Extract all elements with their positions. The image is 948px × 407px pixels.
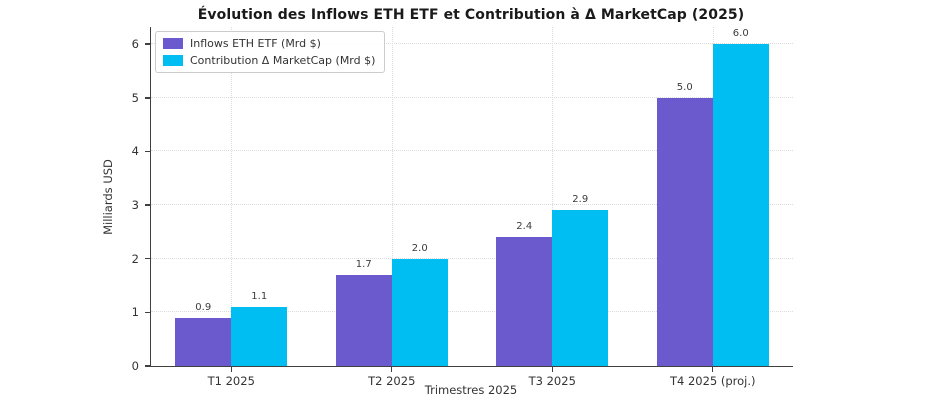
bar-inflows <box>335 274 392 366</box>
y-tick-mark <box>145 97 151 99</box>
x-tick-mark <box>391 367 393 372</box>
gridline-v <box>231 27 233 366</box>
chart-title: Évolution des Inflows ETH ETF et Contrib… <box>197 7 745 23</box>
legend-label-inflows: Inflows ETH ETF (Mrd $) <box>190 37 321 50</box>
x-tick-label: T4 2025 (proj.) <box>669 374 756 388</box>
value-label: 2.0 <box>411 242 428 254</box>
value-label: 2.9 <box>572 194 589 206</box>
value-label: 5.0 <box>676 81 693 93</box>
x-axis-title: Trimestres 2025 <box>424 383 518 397</box>
gridline-v <box>391 27 393 366</box>
value-label: 1.7 <box>355 258 372 270</box>
bar-marketcap <box>712 44 769 366</box>
legend-item-marketcap: Contribution Δ MarketCap (Mrd $) <box>163 54 375 67</box>
gridline-h <box>151 311 793 313</box>
y-tick-label: 0 <box>131 359 139 373</box>
bar-marketcap <box>231 307 288 366</box>
value-label: 6.0 <box>732 28 749 40</box>
value-label: 0.9 <box>195 301 212 313</box>
value-label: 2.4 <box>516 221 533 233</box>
x-tick-label: T2 2025 <box>368 374 416 388</box>
y-tick-mark <box>145 311 151 314</box>
y-tick-mark <box>145 204 151 206</box>
gridline-v <box>552 27 554 366</box>
legend-label-marketcap: Contribution Δ MarketCap (Mrd $) <box>190 54 376 67</box>
legend-item-inflows: Inflows ETH ETF (Mrd $) <box>163 37 375 50</box>
y-tick-label: 2 <box>131 251 139 266</box>
legend-swatch-inflows <box>163 38 183 49</box>
bar-inflows <box>175 317 232 366</box>
y-tick-label: 1 <box>131 305 139 320</box>
bar-inflows <box>496 237 553 366</box>
y-tick-mark <box>145 43 151 45</box>
y-tick-label: 5 <box>131 90 139 105</box>
y-tick-mark <box>145 258 151 260</box>
bar-marketcap <box>391 258 448 366</box>
y-tick-label: 4 <box>131 144 139 159</box>
legend-swatch-marketcap <box>163 55 183 66</box>
x-tick-mark <box>712 367 714 372</box>
y-tick-label: 6 <box>131 37 139 52</box>
plot-area: Inflows ETH ETF (Mrd $) Contribution Δ M… <box>132 27 793 388</box>
gridline-h <box>151 204 793 206</box>
y-tick-mark <box>145 150 151 153</box>
value-label: 1.1 <box>251 291 268 302</box>
gridline-h <box>151 257 793 259</box>
gridline-h <box>151 150 793 152</box>
y-axis-title: Milliards USD <box>101 159 115 235</box>
gridline-h <box>151 96 793 98</box>
gridline-h <box>151 43 793 45</box>
y-tick-label: 3 <box>131 198 139 213</box>
legend: Inflows ETH ETF (Mrd $) Contribution Δ M… <box>155 31 386 73</box>
x-tick-mark <box>230 367 232 372</box>
x-tick-label: T3 2025 <box>528 374 576 388</box>
bar-marketcap <box>552 210 609 366</box>
bar-inflows <box>656 97 713 366</box>
y-tick-mark <box>145 365 151 367</box>
x-tick-mark <box>551 367 553 372</box>
x-tick-label: T1 2025 <box>207 374 255 388</box>
